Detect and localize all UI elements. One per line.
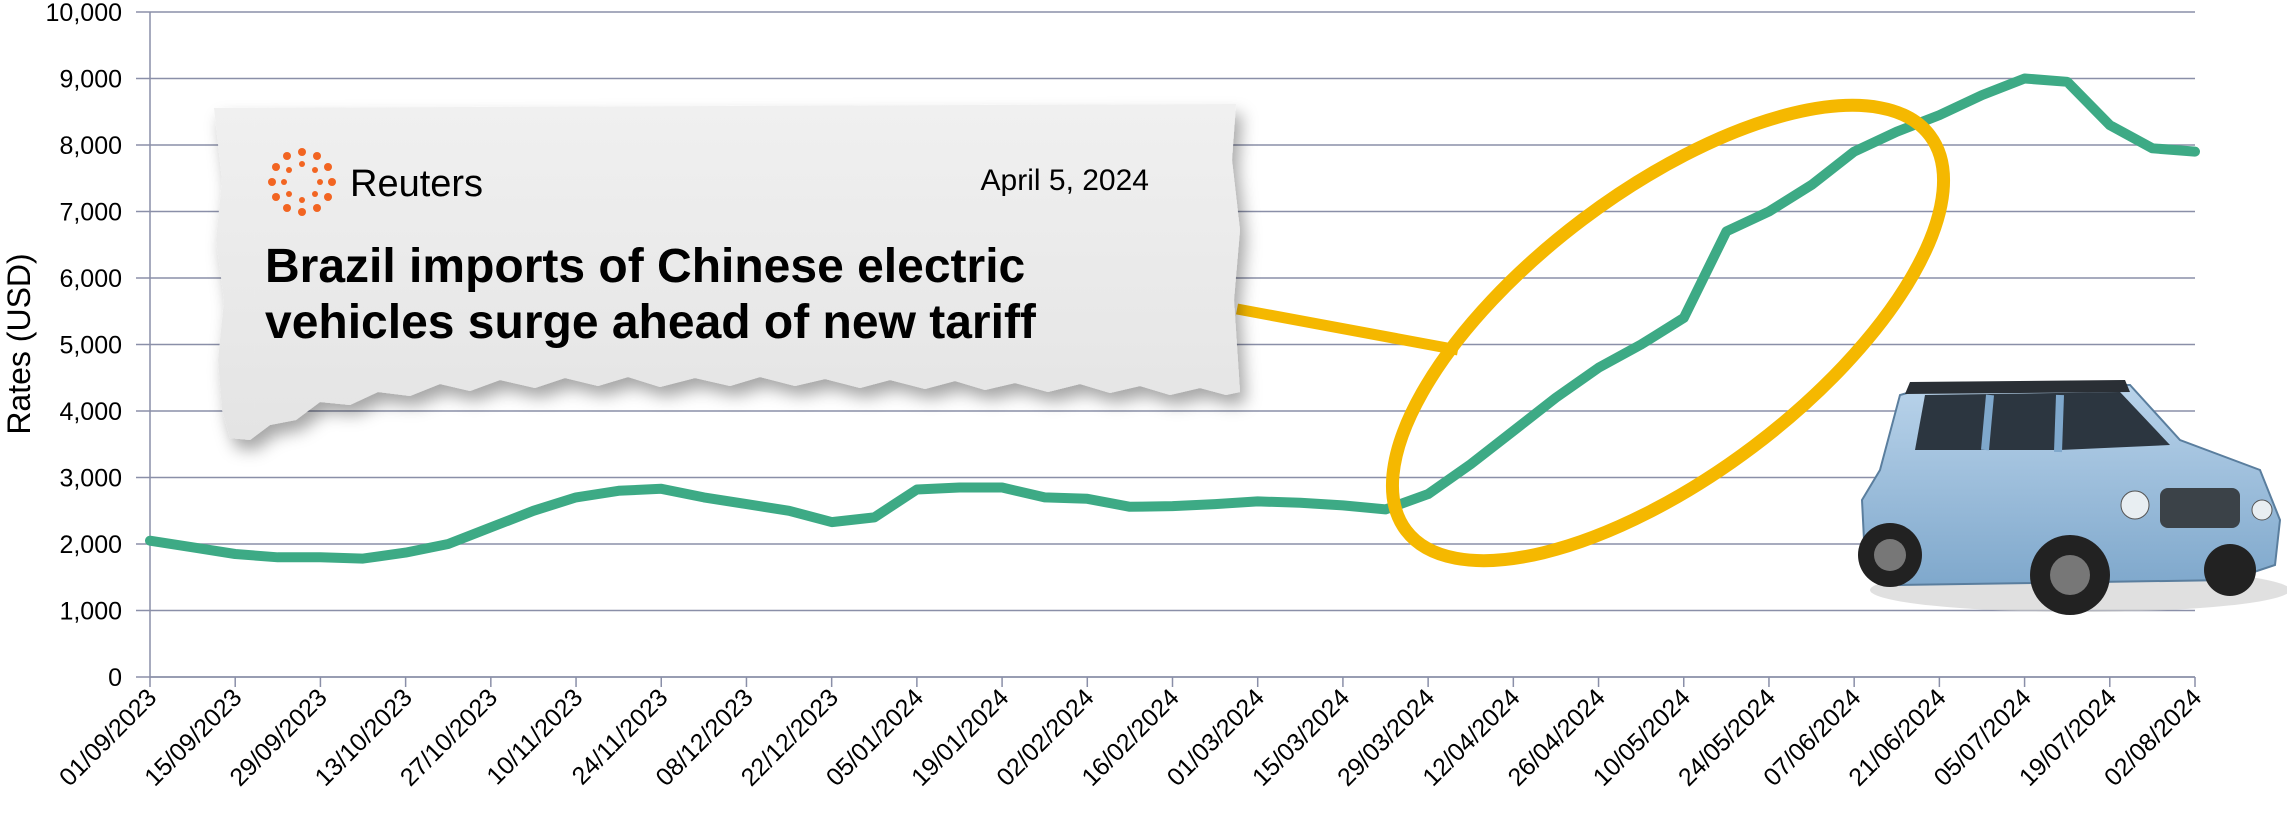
y-tick-label: 1,000 xyxy=(59,598,122,626)
y-tick-label: 7,000 xyxy=(59,199,122,227)
headline-line: vehicles surge ahead of new tariff xyxy=(265,296,1037,349)
clipping-paper xyxy=(214,104,1240,440)
connector-line xyxy=(1235,303,1460,356)
source-name: Reuters xyxy=(350,163,483,205)
reuters-logo xyxy=(268,148,336,216)
y-tick-label: 6,000 xyxy=(59,265,122,293)
clipping-date: April 5, 2024 xyxy=(981,164,1149,197)
series xyxy=(145,73,2200,564)
headline-line: Brazil imports of Chinese electric xyxy=(265,240,1025,293)
car-image xyxy=(1858,380,2287,615)
y-tick-label: 5,000 xyxy=(59,332,122,360)
y-tick-label: 0 xyxy=(108,664,122,692)
y-tick-label: 2,000 xyxy=(59,531,122,559)
y-tick-label: 4,000 xyxy=(59,398,122,426)
y-tick-label: 8,000 xyxy=(59,132,122,160)
news-clipping: Reuters April 5, 2024 Brazil imports of … xyxy=(214,104,1240,440)
series-line xyxy=(145,73,2200,564)
highlight-ellipse xyxy=(1385,98,1951,568)
y-tick-label: 9,000 xyxy=(59,66,122,94)
y-tick-label: 3,000 xyxy=(59,465,122,493)
y-axis-label: Rates (USD) xyxy=(1,253,37,434)
y-tick-label: 10,000 xyxy=(46,0,122,27)
